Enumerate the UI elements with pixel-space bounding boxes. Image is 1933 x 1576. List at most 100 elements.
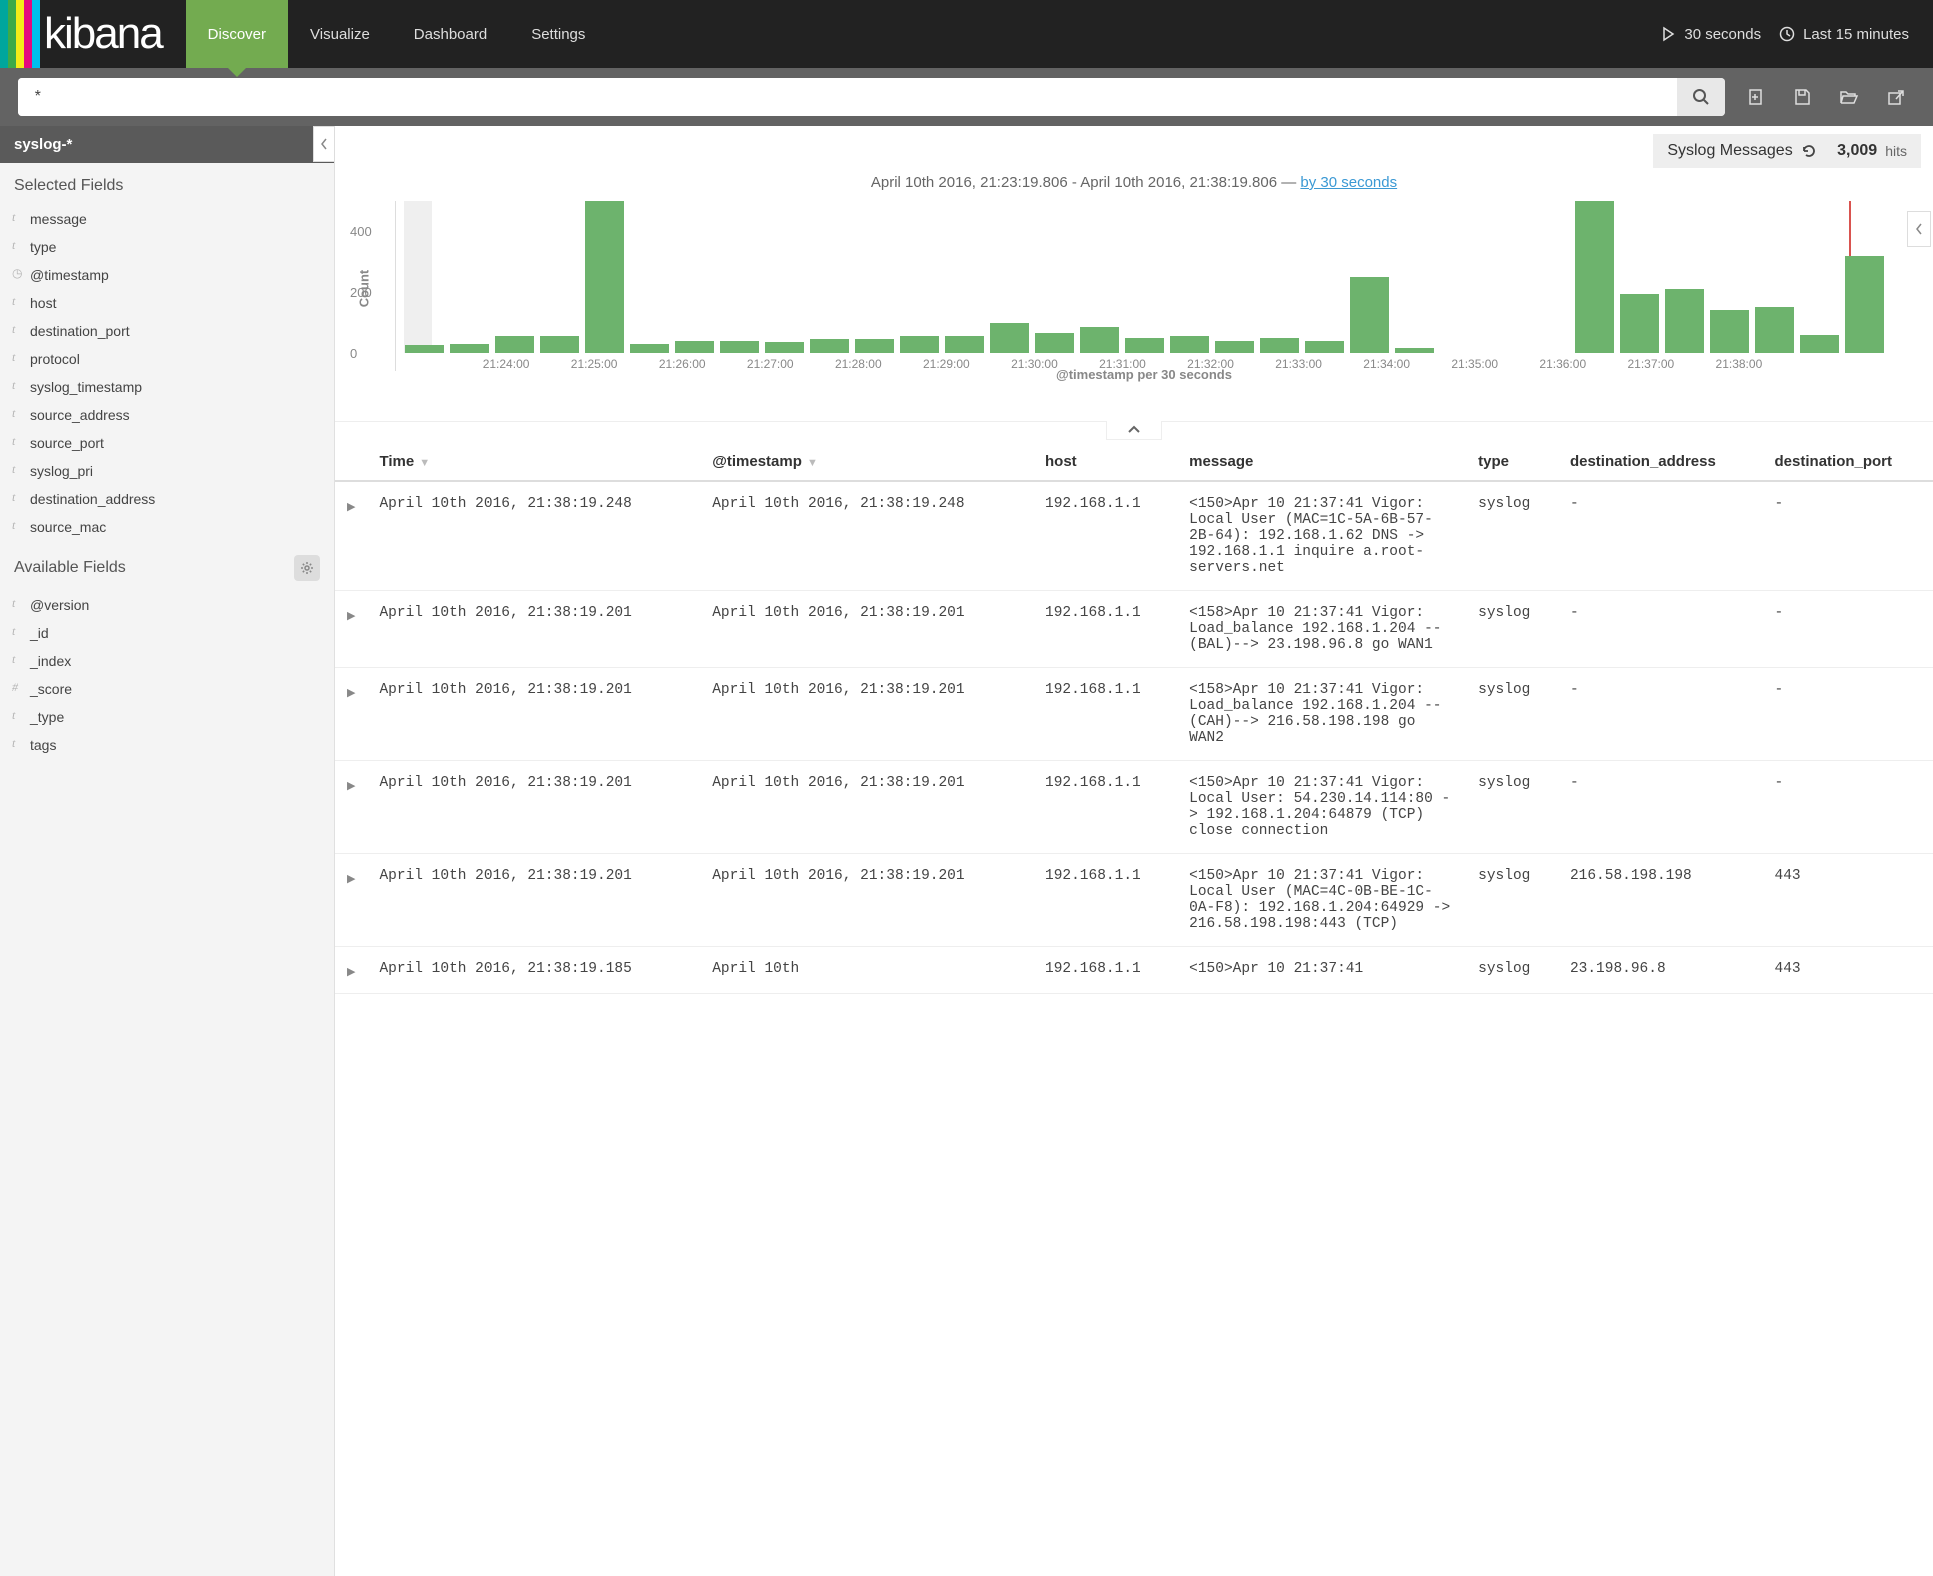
field-item[interactable]: source_address <box>0 401 334 429</box>
kibana-logo[interactable]: kibana <box>0 0 186 68</box>
expand-row-button[interactable]: ▶ <box>335 591 367 668</box>
interval-link[interactable]: by 30 seconds <box>1300 174 1397 191</box>
field-item[interactable]: _type <box>0 703 334 731</box>
save-search-button[interactable] <box>1793 88 1811 106</box>
field-item[interactable]: source_mac <box>0 513 334 541</box>
histogram-bar[interactable] <box>675 341 714 353</box>
field-item[interactable]: destination_port <box>0 317 334 345</box>
search-button[interactable] <box>1677 78 1725 116</box>
histogram-bar[interactable] <box>1080 327 1119 353</box>
histogram-bar[interactable] <box>1125 338 1164 353</box>
folder-icon <box>1839 88 1859 106</box>
field-item[interactable]: _index <box>0 647 334 675</box>
histogram-bar[interactable] <box>405 345 444 353</box>
share-search-button[interactable] <box>1887 88 1905 106</box>
column-header[interactable]: destination_port <box>1763 443 1933 481</box>
histogram-bar[interactable] <box>990 323 1029 353</box>
table-row: ▶April 10th 2016, 21:38:19.201April 10th… <box>335 761 1933 854</box>
column-header[interactable]: message <box>1177 443 1466 481</box>
table-cell: - <box>1558 668 1763 761</box>
histogram-bar[interactable] <box>945 336 984 353</box>
histogram-bar[interactable] <box>1215 341 1254 353</box>
open-search-button[interactable] <box>1839 88 1859 106</box>
expand-row-button[interactable]: ▶ <box>335 854 367 947</box>
nav-item-dashboard[interactable]: Dashboard <box>392 0 509 68</box>
saved-search-title-bar: Syslog Messages 3,009 hits <box>1653 134 1921 168</box>
column-header[interactable]: host <box>1033 443 1177 481</box>
column-header[interactable]: @timestamp ▼ <box>700 443 1033 481</box>
collapse-chart-button[interactable] <box>1106 421 1162 440</box>
histogram-bar[interactable] <box>720 341 759 353</box>
table-cell: - <box>1763 761 1933 854</box>
column-header[interactable]: Time ▼ <box>367 443 700 481</box>
histogram-bar[interactable] <box>1710 310 1749 353</box>
expand-row-button[interactable]: ▶ <box>335 481 367 591</box>
histogram-bar[interactable] <box>1305 341 1344 353</box>
field-item[interactable]: type <box>0 233 334 261</box>
table-cell: - <box>1558 481 1763 591</box>
search-row <box>0 68 1933 126</box>
histogram-bar[interactable] <box>450 344 489 353</box>
histogram-bar[interactable] <box>1170 336 1209 353</box>
chart-xtick: 21:38:00 <box>1716 357 1763 371</box>
clock-icon <box>1779 26 1795 42</box>
histogram-bar[interactable] <box>1620 294 1659 353</box>
field-item[interactable]: _score <box>0 675 334 703</box>
nav-item-discover[interactable]: Discover <box>186 0 288 68</box>
histogram-bar[interactable] <box>855 339 894 353</box>
nav-item-settings[interactable]: Settings <box>509 0 607 68</box>
field-item[interactable]: protocol <box>0 345 334 373</box>
chart-xtick: 21:31:00 <box>1099 357 1146 371</box>
column-header[interactable]: type <box>1466 443 1558 481</box>
new-search-button[interactable] <box>1747 88 1765 106</box>
field-item[interactable]: host <box>0 289 334 317</box>
histogram-bar[interactable] <box>495 336 534 353</box>
chevron-up-icon <box>1127 425 1141 435</box>
field-item[interactable]: @version <box>0 591 334 619</box>
field-item[interactable]: syslog_pri <box>0 457 334 485</box>
refresh-label: 30 seconds <box>1684 26 1761 43</box>
histogram-bar[interactable] <box>1395 348 1434 353</box>
expand-row-button[interactable]: ▶ <box>335 668 367 761</box>
field-item[interactable]: message <box>0 205 334 233</box>
refresh-icon[interactable] <box>1801 143 1817 159</box>
field-item[interactable]: source_port <box>0 429 334 457</box>
field-item[interactable]: _id <box>0 619 334 647</box>
table-cell: April 10th <box>700 947 1033 994</box>
search-input[interactable] <box>18 78 1677 116</box>
histogram-bar[interactable] <box>1260 338 1299 353</box>
chart-xtick: 21:30:00 <box>1011 357 1058 371</box>
chart-collapse-handle[interactable] <box>1907 211 1931 247</box>
nav-item-visualize[interactable]: Visualize <box>288 0 392 68</box>
histogram-bar[interactable] <box>1350 277 1389 353</box>
chart-xtick: 21:29:00 <box>923 357 970 371</box>
histogram-bar[interactable] <box>1800 335 1839 353</box>
histogram-bar[interactable] <box>540 336 579 353</box>
histogram-chart[interactable]: Count 020040021:24:0021:25:0021:26:0021:… <box>335 201 1933 421</box>
histogram-bar[interactable] <box>585 201 624 353</box>
field-item[interactable]: tags <box>0 731 334 759</box>
histogram-bar[interactable] <box>1845 256 1884 353</box>
field-item[interactable]: @timestamp <box>0 261 334 289</box>
histogram-bar[interactable] <box>1035 333 1074 353</box>
field-settings-button[interactable] <box>294 555 320 581</box>
column-header[interactable]: destination_address <box>1558 443 1763 481</box>
histogram-bar[interactable] <box>765 342 804 353</box>
expand-row-button[interactable]: ▶ <box>335 947 367 994</box>
index-pattern-selector[interactable]: syslog-* <box>0 126 334 163</box>
field-item[interactable]: destination_address <box>0 485 334 513</box>
sidebar-collapse-handle[interactable] <box>313 126 335 162</box>
field-item[interactable]: syslog_timestamp <box>0 373 334 401</box>
table-row: ▶April 10th 2016, 21:38:19.201April 10th… <box>335 668 1933 761</box>
gear-icon <box>300 561 314 575</box>
time-picker[interactable]: Last 15 minutes <box>1779 26 1909 43</box>
table-cell: syslog <box>1466 761 1558 854</box>
histogram-bar[interactable] <box>1665 289 1704 353</box>
histogram-bar[interactable] <box>900 336 939 353</box>
histogram-bar[interactable] <box>630 344 669 353</box>
histogram-bar[interactable] <box>1755 307 1794 353</box>
refresh-interval[interactable]: 30 seconds <box>1660 26 1761 43</box>
histogram-bar[interactable] <box>1575 201 1614 353</box>
expand-row-button[interactable]: ▶ <box>335 761 367 854</box>
histogram-bar[interactable] <box>810 339 849 353</box>
